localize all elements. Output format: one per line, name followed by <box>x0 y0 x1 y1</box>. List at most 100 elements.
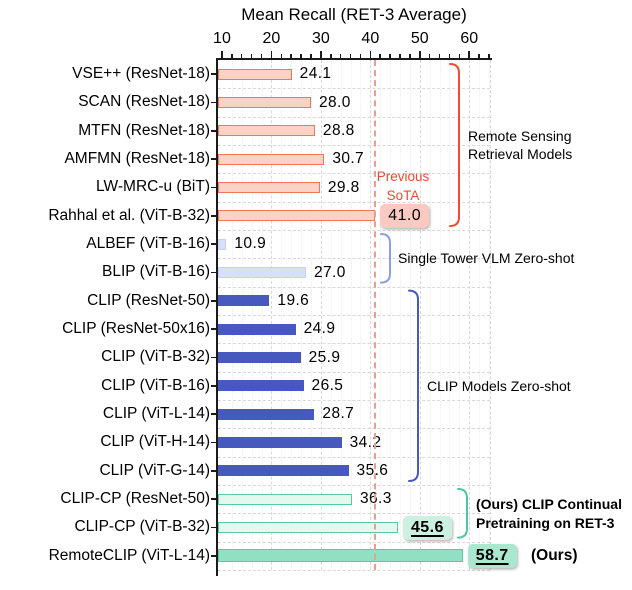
row-label: CLIP (ViT-L-14) <box>102 405 210 422</box>
x-minor-tick <box>330 54 332 59</box>
row-label: CLIP (ResNet-50x16) <box>62 320 210 337</box>
group-label-remote-sensing-retrieval-models: Remote Sensing Retrieval Models <box>468 127 572 163</box>
group-label-line: Remote Sensing <box>468 127 572 144</box>
row-label: CLIP (ViT-B-16) <box>101 376 210 394</box>
y-row-tick <box>211 300 216 302</box>
group-label-clip-models-zero-shot: CLIP Models Zero-shot <box>427 377 571 395</box>
bar <box>218 323 296 335</box>
bar <box>218 238 227 250</box>
value-box: 41.0 <box>380 203 429 228</box>
x-tick-label: 10 <box>213 30 231 47</box>
bar <box>218 493 353 505</box>
y-row-tick <box>211 186 216 189</box>
value-box: 58.7 <box>467 543 517 568</box>
x-tick-label: 30 <box>311 30 330 47</box>
y-row-tick <box>211 526 216 529</box>
bar <box>218 549 463 563</box>
y-row-tick <box>211 243 216 245</box>
value-label: 30.7 <box>332 150 365 168</box>
x-minor-tick <box>359 54 362 59</box>
ours-note: (Ours) <box>531 546 578 564</box>
row-label: CLIP-CP (ViT-B-32) <box>74 518 210 536</box>
x-minor-tick <box>310 54 312 59</box>
row-gridline <box>218 570 490 571</box>
x-minor-tick <box>478 54 480 59</box>
value-label: 24.9 <box>303 320 336 338</box>
x-major-tick <box>270 51 273 59</box>
x-minor-tick <box>280 54 283 59</box>
x-minor-tick <box>389 54 391 59</box>
previous-sota-label-line: Previous <box>376 169 430 184</box>
row-gridline <box>218 343 490 345</box>
y-row-tick <box>211 328 216 330</box>
value-label: 26.5 <box>311 376 344 394</box>
row-gridline <box>218 315 490 316</box>
row-label: AMFMN (ResNet-18) <box>64 150 210 167</box>
y-row-tick <box>211 385 216 387</box>
x-minor-tick <box>379 54 381 59</box>
group-label-single-tower-vlm-zero-shot: Single Tower VLM Zero-shot <box>398 249 574 267</box>
row-label: CLIP-CP (ResNet-50) <box>60 490 210 507</box>
row-label: CLIP (ViT-H-14) <box>100 433 210 451</box>
bar <box>218 153 325 165</box>
group-label-line: (Ours) CLIP Continual <box>476 496 622 513</box>
row-gridline <box>218 173 490 175</box>
x-major-tick <box>320 51 322 59</box>
x-major-tick <box>221 51 223 59</box>
bar <box>218 267 307 278</box>
row-gridline <box>218 230 490 231</box>
previous-sota-line <box>374 60 377 570</box>
row-gridline <box>218 541 490 543</box>
value-label: 28.8 <box>322 121 355 139</box>
row-label: CLIP (ResNet-50) <box>87 291 210 309</box>
row-gridline <box>218 400 490 401</box>
bar <box>218 522 398 533</box>
x-minor-tick <box>458 54 461 59</box>
x-major-tick <box>419 51 421 59</box>
row-gridline <box>218 428 490 430</box>
bar <box>218 352 301 363</box>
group-label-line: Pretraining on RET-3 <box>476 514 615 531</box>
bar <box>218 182 320 193</box>
row-label: ALBEF (ViT-B-16) <box>86 235 210 252</box>
row-gridline <box>218 456 490 458</box>
row-gridline <box>218 88 490 90</box>
value-label: 19.6 <box>277 291 310 309</box>
group-label-line: Single Tower VLM Zero-shot <box>398 250 575 267</box>
row-label: RemoteCLIP (ViT-L-14) <box>48 546 210 564</box>
y-row-tick <box>211 158 216 160</box>
bar <box>218 97 311 108</box>
value-label: 28.0 <box>318 93 351 111</box>
plot-right-edge-gridline <box>490 60 491 570</box>
x-tick-label: 40 <box>361 30 380 47</box>
previous-sota-label-line: SoTA <box>386 187 420 203</box>
row-gridline <box>218 286 490 288</box>
x-tick-label: 20 <box>262 30 281 47</box>
y-row-tick <box>211 73 216 75</box>
x-minor-tick <box>231 54 233 59</box>
chart-title: Mean Recall (RET-3 Average) <box>241 5 467 24</box>
row-gridline <box>218 513 490 515</box>
y-row-tick <box>211 413 216 415</box>
value-label: 28.7 <box>322 405 355 423</box>
value-label: 27.0 <box>314 263 346 281</box>
value-label: 34.2 <box>349 433 382 451</box>
row-label: VSE++ (ResNet-18) <box>72 65 210 82</box>
bar <box>218 437 342 448</box>
bar <box>218 210 376 222</box>
row-label: Rahhal et al. (ViT-B-32) <box>48 206 210 224</box>
y-row-tick <box>211 470 216 472</box>
bar <box>218 125 315 137</box>
previous-sota-label: Previous SoTA <box>374 168 432 206</box>
x-minor-tick <box>448 54 451 59</box>
row-label: LW-MRC-u (BiT) <box>96 178 210 196</box>
value-label: 10.9 <box>234 235 267 253</box>
y-axis-line <box>216 58 218 576</box>
y-row-tick <box>211 441 216 444</box>
group-label-line: CLIP Models Zero-shot <box>427 377 571 394</box>
y-row-tick <box>211 555 216 557</box>
y-row-tick <box>211 215 216 217</box>
row-gridline <box>218 116 490 118</box>
x-minor-tick <box>290 54 292 59</box>
